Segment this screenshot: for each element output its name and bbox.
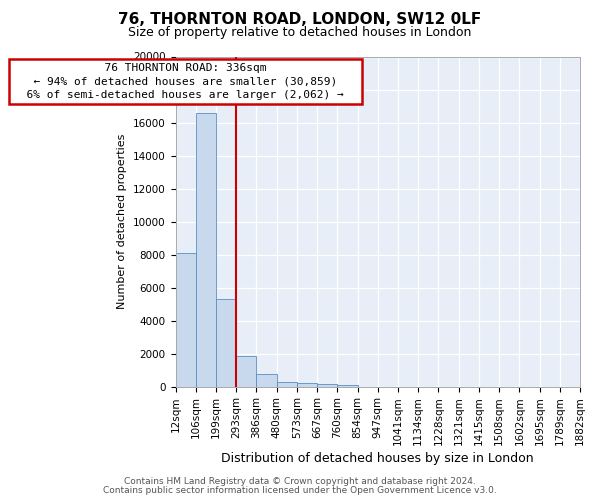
Text: 76 THORNTON ROAD: 336sqm  
  ← 94% of detached houses are smaller (30,859)  
  6: 76 THORNTON ROAD: 336sqm ← 94% of detach… bbox=[13, 63, 358, 100]
X-axis label: Distribution of detached houses by size in London: Distribution of detached houses by size … bbox=[221, 452, 534, 465]
Bar bbox=[317, 384, 337, 386]
Text: Contains public sector information licensed under the Open Government Licence v3: Contains public sector information licen… bbox=[103, 486, 497, 495]
Bar bbox=[236, 356, 256, 386]
Bar bbox=[277, 382, 297, 386]
Text: Contains HM Land Registry data © Crown copyright and database right 2024.: Contains HM Land Registry data © Crown c… bbox=[124, 477, 476, 486]
Bar bbox=[337, 385, 358, 386]
Text: 76, THORNTON ROAD, LONDON, SW12 0LF: 76, THORNTON ROAD, LONDON, SW12 0LF bbox=[118, 12, 482, 28]
Y-axis label: Number of detached properties: Number of detached properties bbox=[118, 134, 127, 309]
Bar bbox=[196, 112, 216, 386]
Bar bbox=[176, 253, 196, 386]
Text: Size of property relative to detached houses in London: Size of property relative to detached ho… bbox=[128, 26, 472, 39]
Bar bbox=[256, 374, 277, 386]
Bar bbox=[216, 299, 236, 386]
Bar bbox=[297, 384, 317, 386]
